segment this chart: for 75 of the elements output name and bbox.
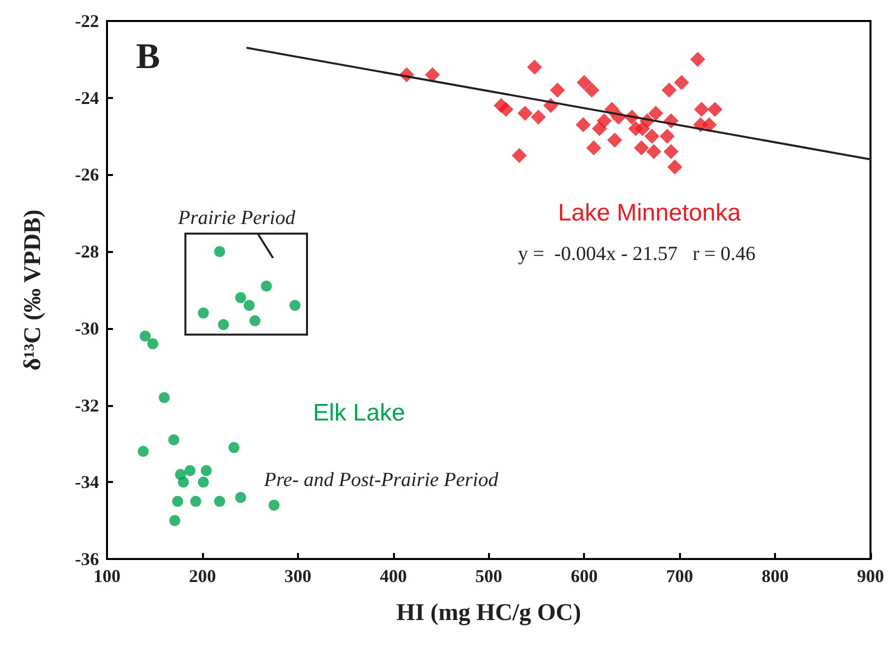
point (584, 82, 600, 98)
point (178, 476, 189, 488)
y-tick-label: -26 (75, 164, 99, 185)
point (147, 338, 158, 350)
point (530, 110, 546, 125)
x-tick-label: 800 (762, 566, 789, 586)
point (660, 128, 675, 144)
point (198, 476, 209, 488)
point (184, 465, 196, 476)
point (158, 392, 170, 404)
point (664, 144, 679, 160)
point (249, 315, 260, 326)
point (592, 121, 607, 136)
point (550, 82, 565, 98)
series-label: Lake Minnetonka (558, 200, 742, 226)
point (218, 319, 229, 330)
point (667, 160, 682, 175)
point (576, 117, 591, 132)
point (190, 496, 202, 507)
annotation: Prairie Period (177, 207, 296, 229)
x-tick-label: 700 (666, 566, 694, 586)
point (214, 496, 226, 507)
point (235, 292, 246, 304)
x-tick-label: 400 (380, 566, 407, 586)
point (290, 300, 301, 311)
point (244, 300, 255, 311)
point (576, 74, 592, 90)
x-axis-title: HI (mg HC/g OC) (396, 600, 582, 626)
point (424, 67, 440, 82)
point (169, 515, 180, 526)
point (586, 140, 602, 156)
point (694, 102, 710, 117)
point (140, 330, 151, 342)
point (235, 492, 246, 504)
x-tick-label: 600 (570, 566, 598, 586)
y-tick-label: -24 (75, 88, 99, 108)
point (644, 128, 660, 144)
point (138, 446, 149, 457)
y-tick-label: -22 (75, 11, 99, 31)
y-tick-label: -32 (75, 395, 99, 416)
point (198, 308, 209, 319)
y-axis-title: δ¹³C (‰ VPDB) (20, 209, 46, 371)
point (200, 465, 212, 476)
point (214, 246, 226, 258)
point (518, 106, 533, 121)
y-tick-label: -34 (75, 472, 99, 492)
annotation: y = -0.004x - 21.57 r = 0.46 (518, 243, 756, 265)
y-tick-label: -30 (75, 318, 99, 338)
point (172, 496, 184, 507)
text: Elk Lake (313, 400, 406, 426)
annotation: B (136, 36, 160, 76)
x-tick-label: 200 (188, 566, 216, 586)
annotation: Pre- and Post-Prairie Period (263, 469, 500, 491)
point (634, 140, 649, 156)
point (707, 102, 722, 117)
point (662, 82, 677, 98)
point (512, 148, 527, 163)
x-tick-label: 100 (94, 566, 120, 586)
point (228, 442, 240, 454)
point (268, 500, 280, 511)
point (527, 60, 542, 75)
point (168, 434, 180, 446)
y-tick-label: -36 (75, 549, 99, 569)
point (702, 117, 717, 132)
y-tick-label: -28 (75, 242, 99, 262)
point (690, 52, 706, 67)
x-tick-label: 900 (857, 566, 884, 586)
point (607, 132, 622, 148)
point (498, 102, 514, 117)
point (260, 280, 272, 292)
x-tick-label: 300 (284, 566, 312, 586)
point (646, 144, 662, 160)
x-tick-label: 500 (475, 566, 502, 586)
point (648, 106, 664, 121)
point (674, 74, 690, 90)
